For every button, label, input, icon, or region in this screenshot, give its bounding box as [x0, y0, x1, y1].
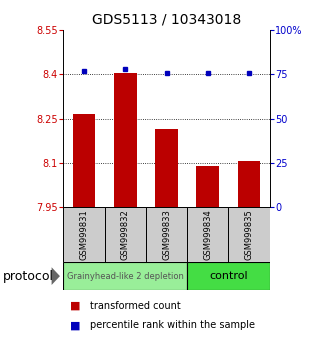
Bar: [63, 207, 105, 262]
Text: protocol: protocol: [3, 270, 54, 282]
Bar: [196, 166, 219, 207]
Text: Grainyhead-like 2 depletion: Grainyhead-like 2 depletion: [67, 272, 183, 281]
Text: GSM999831: GSM999831: [79, 209, 89, 260]
Bar: [228, 207, 270, 262]
Bar: [238, 161, 260, 207]
Text: GSM999835: GSM999835: [244, 209, 254, 260]
Text: ■: ■: [70, 301, 81, 311]
Polygon shape: [52, 267, 60, 285]
Text: GSM999832: GSM999832: [121, 209, 130, 260]
Text: GSM999833: GSM999833: [162, 209, 171, 260]
Text: GSM999834: GSM999834: [203, 209, 212, 260]
Bar: [187, 207, 228, 262]
Text: transformed count: transformed count: [90, 301, 181, 311]
Bar: [114, 73, 137, 207]
Bar: [155, 129, 178, 207]
Bar: [105, 207, 146, 262]
Text: control: control: [209, 271, 248, 281]
Bar: [146, 207, 187, 262]
Text: ■: ■: [70, 320, 81, 330]
Text: GDS5113 / 10343018: GDS5113 / 10343018: [92, 12, 241, 27]
Bar: [63, 262, 187, 290]
Text: percentile rank within the sample: percentile rank within the sample: [90, 320, 255, 330]
Bar: [187, 262, 270, 290]
Bar: [73, 114, 95, 207]
